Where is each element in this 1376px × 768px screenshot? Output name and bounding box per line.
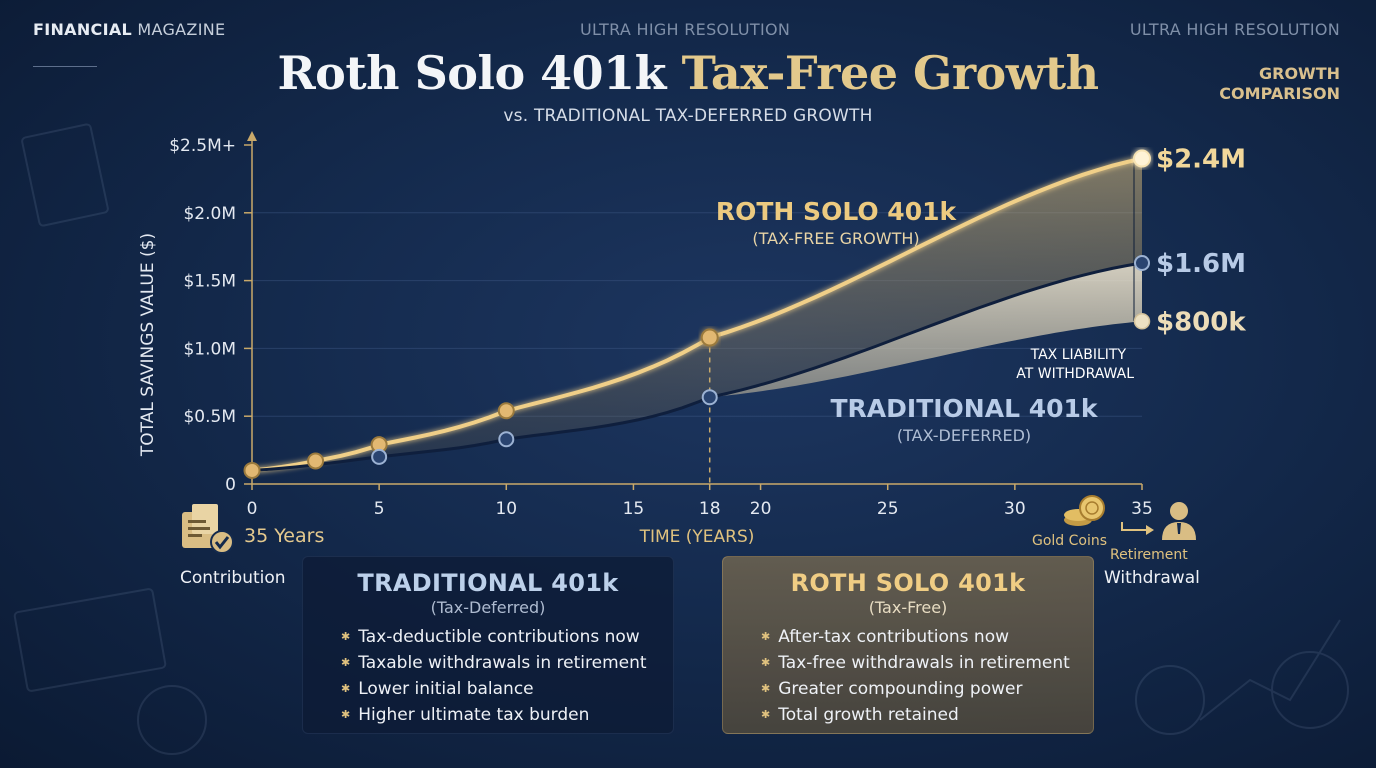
chart-labels: 0 $0.5M $1.0M $1.5M $2.0M $2.5M+ 0 5 10 15 18 20 25 3…	[138, 136, 1246, 563]
roth-series-sublabel: (TAX-FREE GROWTH)	[752, 229, 919, 248]
x-tick-label: 25	[877, 499, 899, 519]
axes	[244, 131, 1143, 490]
x-tick-label: 35	[1131, 499, 1153, 519]
traditional-card-subtitle: (Tax-Deferred)	[430, 598, 546, 617]
traditional-series-line	[251, 261, 1143, 472]
x-tick-label: 10	[495, 499, 517, 519]
brand-label: FINANCIAL MAGAZINE	[33, 20, 225, 39]
traditional-data-point	[701, 389, 718, 406]
tax-liability-area	[709, 263, 1142, 398]
growth-comparison-tag: GROWTH COMPARISON	[1219, 64, 1340, 104]
roth-card-title: ROTH SOLO 401k	[790, 569, 1026, 597]
area-fills	[252, 158, 1142, 471]
tax-liability-label: TAX LIABILITY	[1030, 347, 1127, 363]
contribution-label: Contribution	[180, 568, 286, 588]
traditional-card: TRADITIONAL 401k (Tax-Deferred) Tax-dedu…	[302, 556, 674, 734]
y-tick-label: 0	[225, 475, 236, 495]
gold-coins-label: Gold Coins	[1032, 533, 1107, 549]
brand-bold: FINANCIAL	[33, 20, 133, 39]
page-title: Roth Solo 401k Tax-Free Growth	[0, 46, 1376, 100]
roth-card: ROTH SOLO 401k (Tax-Free) After-tax cont…	[722, 556, 1094, 734]
growth-tag-line1: GROWTH	[1258, 64, 1340, 83]
y-tick-label: $2.0M	[183, 204, 236, 224]
withdrawal-label: Withdrawal	[1104, 568, 1200, 588]
roth-end-value: $2.4M	[1156, 145, 1246, 175]
retirement-arrow-icon	[1121, 522, 1154, 535]
roth-data-point	[497, 402, 515, 420]
contribution-document-icon	[182, 504, 234, 554]
x-tick-label: 18	[699, 499, 721, 519]
traditional-end-value: $1.6M	[1156, 249, 1246, 279]
x-tick-label: 5	[374, 499, 385, 519]
after-tax-end-value: $800k	[1156, 307, 1246, 337]
traditional-data-point	[371, 448, 388, 465]
roth-bullet-list: After-tax contributions now Tax-free wit…	[761, 625, 1093, 729]
y-axis-arrow	[247, 131, 257, 141]
traditional-bullet-list: Tax-deductible contributions now Taxable…	[341, 625, 673, 729]
traditional-data-point	[1134, 254, 1150, 271]
retiree-person-icon	[1162, 502, 1196, 540]
roth-series-line	[251, 156, 1143, 473]
traditional-series-label: TRADITIONAL 401k	[830, 394, 1098, 423]
x-axis-title: TIME (YEARS)	[639, 527, 755, 547]
traditional-data-point	[498, 431, 515, 448]
y-tick-label: $1.5M	[183, 272, 236, 292]
traditional-bullet: Taxable withdrawals in retirement	[341, 651, 673, 677]
x-tick-label: 0	[247, 499, 258, 519]
y-tick-label: $2.5M+	[169, 136, 236, 156]
traditional-bullet: Lower initial balance	[341, 677, 673, 703]
roth-bullet: Total growth retained	[761, 703, 1093, 729]
gold-coins-icon	[1064, 495, 1105, 526]
traditional-bullet: Tax-deductible contributions now	[341, 625, 673, 651]
y-tick-label: $1.0M	[183, 339, 236, 359]
roth-series-label: ROTH SOLO 401k	[716, 197, 958, 226]
roth-data-point	[700, 328, 719, 347]
brand-divider	[33, 66, 97, 67]
page-subtitle: vs. TRADITIONAL TAX-DEFERRED GROWTH	[503, 106, 873, 126]
retirement-label: Retirement	[1110, 547, 1188, 563]
years-label: 35 Years	[244, 525, 324, 547]
series-lines	[251, 156, 1143, 484]
roth-bullet: Greater compounding power	[761, 677, 1093, 703]
roth-data-point	[1133, 149, 1151, 168]
data-points	[243, 149, 1151, 479]
roth-data-point	[243, 461, 261, 479]
x-tick-label: 20	[750, 499, 772, 519]
title-white: Roth Solo 401k	[277, 46, 682, 100]
y-axis-title: TOTAL SAVINGS VALUE ($)	[138, 233, 158, 457]
x-tick-label: 15	[623, 499, 645, 519]
resolution-tag-right: ULTRA HIGH RESOLUTION	[1129, 20, 1340, 39]
roth-advantage-area	[252, 158, 1142, 471]
y-tick-label: $0.5M	[183, 407, 236, 427]
title-gold: Tax-Free Growth	[681, 46, 1099, 100]
roth-bullet: Tax-free withdrawals in retirement	[761, 651, 1093, 677]
traditional-card-title: TRADITIONAL 401k	[357, 569, 619, 597]
brand-rest: MAGAZINE	[132, 20, 226, 39]
tax-liability-label: AT WITHDRAWAL	[1016, 366, 1134, 382]
resolution-tag-center: ULTRA HIGH RESOLUTION	[580, 20, 791, 39]
roth-data-point	[307, 452, 325, 470]
growth-tag-line2: COMPARISON	[1219, 84, 1340, 103]
traditional-bullet: Higher ultimate tax burden	[341, 703, 673, 729]
after-tax-data-point	[1133, 313, 1151, 330]
x-tick-label: 30	[1004, 499, 1026, 519]
roth-bullet: After-tax contributions now	[761, 625, 1093, 651]
traditional-series-sublabel: (TAX-DEFERRED)	[897, 426, 1031, 445]
roth-card-subtitle: (Tax-Free)	[868, 598, 948, 617]
